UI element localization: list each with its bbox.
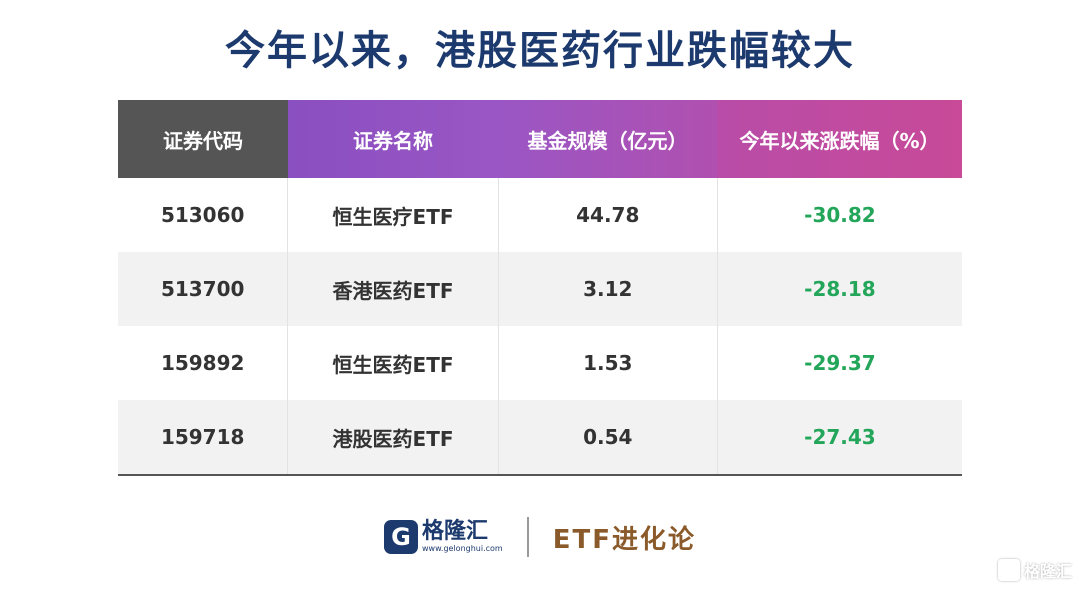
footer-divider — [526, 517, 529, 557]
logo-text: 格隆汇 www.gelonghui.com — [422, 520, 503, 554]
table-row: 513060 恒生医疗ETF 44.78 -30.82 — [118, 178, 962, 252]
cell-code: 159718 — [118, 400, 289, 474]
header-name: 证券名称 — [288, 100, 498, 178]
watermark-text: 格隆汇 — [1023, 562, 1072, 581]
logo-name: 格隆汇 — [422, 519, 489, 544]
gelonghui-logo: G 格隆汇 www.gelonghui.com — [384, 520, 503, 554]
header-change: 今年以来涨跌幅（%） — [717, 100, 962, 178]
watermark: 格隆汇 — [997, 558, 1072, 582]
cell-name: 香港医药ETF — [288, 252, 499, 326]
header-code: 证券代码 — [118, 100, 288, 178]
cell-change: -27.43 — [804, 425, 876, 449]
cell-code: 159892 — [118, 326, 289, 400]
cell-name: 港股医药ETF — [288, 400, 499, 474]
header-size: 基金规模（亿元） — [498, 100, 717, 178]
table-bottom-border — [118, 474, 962, 476]
table-header: 证券代码 证券名称 基金规模（亿元） 今年以来涨跌幅（%） — [118, 100, 962, 178]
table-row: 513700 香港医药ETF 3.12 -28.18 — [118, 252, 962, 326]
cell-change: -30.82 — [804, 203, 876, 227]
cell-size: 0.54 — [499, 400, 718, 474]
logo-url: www.gelonghui.com — [422, 544, 503, 553]
cell-code: 513700 — [118, 252, 289, 326]
table-row: 159892 恒生医药ETF 1.53 -29.37 — [118, 326, 962, 400]
cell-size: 1.53 — [499, 326, 718, 400]
cell-name: 恒生医疗ETF — [288, 178, 499, 252]
table-row: 159718 港股医药ETF 0.54 -27.43 — [118, 400, 962, 474]
footer: G 格隆汇 www.gelonghui.com ETF进化论 — [0, 512, 1080, 562]
cell-code: 513060 — [118, 178, 289, 252]
cell-size: 44.78 — [499, 178, 718, 252]
footer-slogan: ETF进化论 — [552, 524, 696, 555]
etf-table: 证券代码 证券名称 基金规模（亿元） 今年以来涨跌幅（%） 513060 恒生医… — [118, 100, 962, 476]
logo-g-icon: G — [384, 520, 419, 554]
cell-change: -28.18 — [804, 277, 876, 301]
cell-name: 恒生医药ETF — [288, 326, 499, 400]
g-logo-icon — [997, 559, 1020, 581]
cell-change: -29.37 — [804, 351, 876, 375]
cell-size: 3.12 — [499, 252, 718, 326]
page-title: 今年以来，港股医药行业跌幅较大 — [225, 28, 855, 74]
